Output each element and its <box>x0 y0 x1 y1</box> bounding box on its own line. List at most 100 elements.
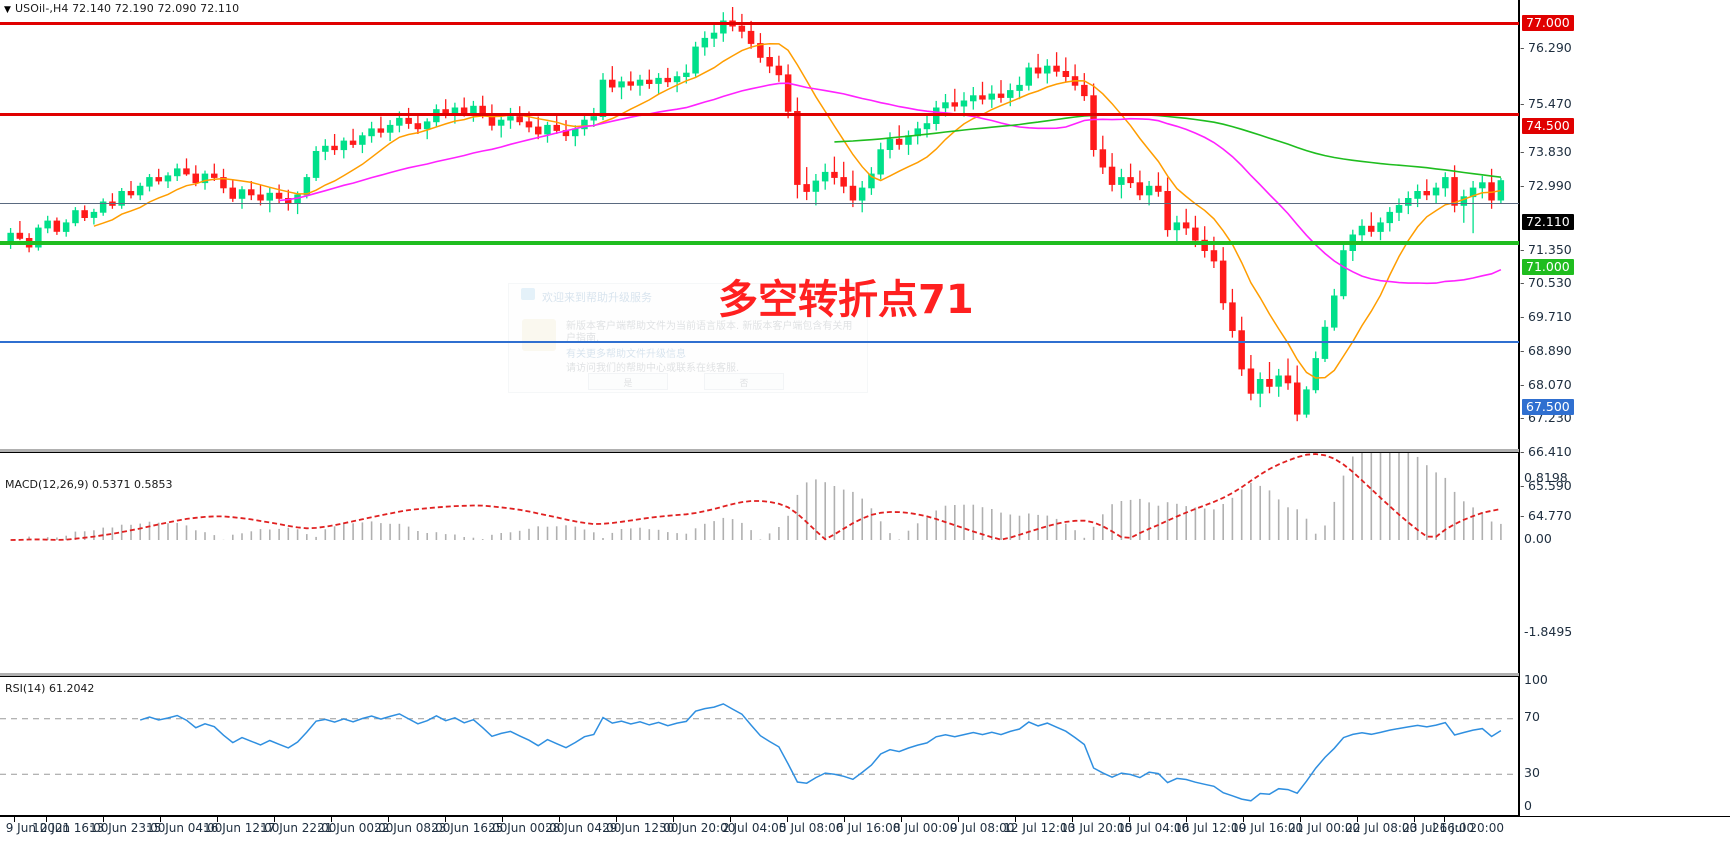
time-tick-mark <box>673 817 675 822</box>
time-tick-mark <box>331 817 333 822</box>
time-tick-label: 21 Jun 00:00 <box>317 821 394 835</box>
time-tick-label: 16 Jun 12:00 <box>203 821 280 835</box>
time-tick-mark <box>217 817 219 822</box>
rsi-tick-label: 30 <box>1524 765 1540 780</box>
macd-indicator-label: MACD(12,26,9) 0.5371 0.5853 <box>5 478 173 491</box>
time-tick-mark <box>1015 817 1017 822</box>
time-tick-label: 2 Jul 04:00 <box>722 821 787 835</box>
price-tick-label: -72.990 <box>1520 178 1572 193</box>
time-tick-label: 15 Jun 04:00 <box>146 821 223 835</box>
level-line-support-71[interactable] <box>0 241 1519 245</box>
time-tick-label: 21 Jul 00:00 <box>1288 821 1361 835</box>
macd-rsi-separator <box>0 673 1519 676</box>
time-tick-mark <box>1243 817 1245 822</box>
price-badge-72-110[interactable]: 72.110 <box>1522 214 1574 230</box>
time-tick-mark <box>46 817 48 822</box>
level-line-resistance-745[interactable] <box>0 113 1519 116</box>
macd-tick-label: 0.8198 <box>1524 470 1568 485</box>
time-tick-mark <box>1300 817 1302 822</box>
price-macd-separator <box>0 449 1519 452</box>
time-tick-mark <box>445 817 447 822</box>
macd-plot-area[interactable] <box>0 453 1518 673</box>
price-badge-67-500[interactable]: 67.500 <box>1522 399 1574 415</box>
time-tick-label: 26 Jul 20:00 <box>1432 821 1504 835</box>
price-series-svg <box>7 7 1505 422</box>
time-tick-mark <box>901 817 903 822</box>
price-tick-label: -68.890 <box>1520 343 1572 358</box>
time-tick-label: 13 Jul 20:00 <box>1060 821 1133 835</box>
price-tick-label: -70.530 <box>1520 275 1572 290</box>
price-tick-label: -71.350 <box>1520 242 1572 257</box>
rsi-indicator-label: RSI(14) 61.2042 <box>5 682 95 695</box>
price-scale[interactable]: -76.290 -75.470 -73.830 -72.990 -71.350 -70.5… <box>1519 0 1730 816</box>
time-tick-mark <box>559 817 561 822</box>
time-tick-label: 23 Jun 16:00 <box>431 821 508 835</box>
time-tick-label: 10 Jun 16:00 <box>32 821 109 835</box>
triangle-down-icon[interactable]: ▼ <box>4 5 12 15</box>
time-tick-mark <box>787 817 789 822</box>
time-tick-label: 8 Jul 00:00 <box>893 821 958 835</box>
time-tick-label: 19 Jul 16:00 <box>1231 821 1304 835</box>
rsi-plot-area[interactable] <box>0 677 1518 815</box>
chart-annotation-text: 多空转折点71 <box>718 277 974 323</box>
price-tick-label: -76.290 <box>1520 40 1572 55</box>
price-tick-label: -66.410 <box>1520 444 1572 459</box>
macd-tick-label: -1.8495 <box>1524 624 1573 639</box>
time-tick-label: 30 Jun 20:00 <box>659 821 736 835</box>
price-tick-label: -64.770 <box>1520 508 1572 523</box>
time-tick-label: 6 Jul 16:00 <box>836 821 901 835</box>
price-tick-label: -75.470 <box>1520 96 1572 111</box>
time-tick-mark <box>502 817 504 822</box>
time-tick-label: 25 Jun 00:00 <box>488 821 565 835</box>
time-tick-mark <box>1072 817 1074 822</box>
rsi-tick-label: 100 <box>1524 672 1548 687</box>
time-tick-label: 29 Jun 12:00 <box>602 821 679 835</box>
time-tick-mark <box>958 817 960 822</box>
symbol-header[interactable]: ▼ USOil-,H4 72.140 72.190 72.090 72.110 <box>4 2 239 15</box>
price-badge-71-000[interactable]: 71.000 <box>1522 259 1574 275</box>
time-tick-mark <box>1186 817 1188 822</box>
price-chart-pane[interactable] <box>0 0 1519 450</box>
macd-tick-label: 0.00 <box>1524 531 1552 546</box>
time-tick-label: 15 Jul 04:00 <box>1117 821 1190 835</box>
time-tick-label: 22 Jul 08:00 <box>1345 821 1418 835</box>
rsi-series-svg <box>0 703 1518 802</box>
price-tick-label: -73.830 <box>1520 144 1572 159</box>
time-tick-mark <box>14 817 16 822</box>
time-tick-label: 17 Jun 22:00 <box>260 821 337 835</box>
time-tick-mark <box>388 817 390 822</box>
symbol-header-text: USOil-,H4 72.140 72.190 72.090 72.110 <box>15 2 240 15</box>
price-badge-77-000[interactable]: 77.000 <box>1522 15 1574 31</box>
time-tick-mark <box>730 817 732 822</box>
time-tick-mark <box>103 817 105 822</box>
time-tick-mark <box>160 817 162 822</box>
time-tick-mark <box>274 817 276 822</box>
price-plot-area[interactable] <box>0 0 1518 449</box>
time-tick-label: 13 Jun 23:00 <box>89 821 166 835</box>
rsi-pane[interactable] <box>0 676 1519 816</box>
time-tick-label: 9 Jun 2021 <box>5 821 71 835</box>
time-tick-mark <box>1129 817 1131 822</box>
time-tick-label: 16 Jul 12:00 <box>1174 821 1247 835</box>
macd-series-svg <box>10 453 1502 541</box>
time-tick-label: 22 Jun 08:00 <box>374 821 451 835</box>
time-tick-mark <box>1357 817 1359 822</box>
time-tick-mark <box>1444 817 1446 822</box>
price-tick-label: -65.590 <box>1520 478 1572 493</box>
time-tick-mark <box>844 817 846 822</box>
time-tick-label: 9 Jul 08:00 <box>950 821 1015 835</box>
level-line-resistance-77[interactable] <box>0 22 1519 25</box>
level-line-support-675[interactable] <box>0 341 1519 343</box>
time-scale[interactable]: 9 Jun 2021 10 Jun 16:00 13 Jun 23:00 15 Jun… <box>0 816 1730 841</box>
rsi-tick-label: 0 <box>1524 798 1532 813</box>
price-badge-74-500[interactable]: 74.500 <box>1522 118 1574 134</box>
time-tick-mark <box>616 817 618 822</box>
price-tick-label: -69.710 <box>1520 309 1572 324</box>
macd-pane[interactable] <box>0 452 1519 674</box>
time-tick-mark <box>1414 817 1416 822</box>
time-tick-label: 23 Jul 16:00 <box>1402 821 1475 835</box>
time-tick-label: 12 Jul 12:00 <box>1003 821 1076 835</box>
price-tick-label: -68.070 <box>1520 377 1572 392</box>
level-line-current-price[interactable] <box>0 203 1519 204</box>
